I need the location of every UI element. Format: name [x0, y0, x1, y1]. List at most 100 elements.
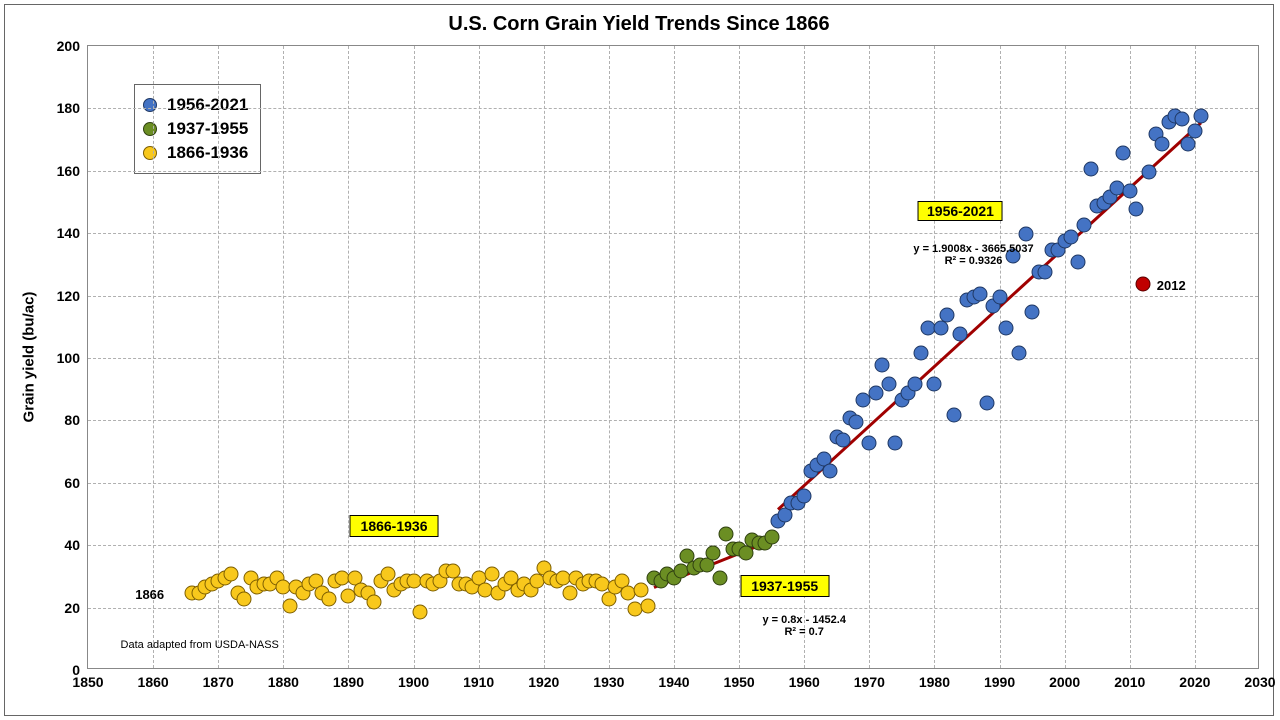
x-tick-label: 1890	[333, 674, 364, 690]
x-tick-label: 2000	[1049, 674, 1080, 690]
source-note: Data adapted from USDA-NASS	[121, 639, 279, 651]
annotation-label: 1866	[135, 587, 164, 602]
gridline-h	[88, 296, 1258, 297]
gridline-v	[1195, 46, 1196, 668]
callout-box: 1866-1936	[350, 515, 439, 537]
data-point	[979, 395, 994, 410]
chart-frame: U.S. Corn Grain Yield Trends Since 1866 …	[4, 4, 1274, 716]
legend-item: 1866-1936	[143, 143, 248, 163]
data-point	[237, 592, 252, 607]
data-point	[1194, 108, 1209, 123]
data-point	[953, 327, 968, 342]
data-point	[823, 464, 838, 479]
x-tick-label: 1910	[463, 674, 494, 690]
legend-label: 1956-2021	[167, 95, 248, 115]
x-tick-label: 1970	[854, 674, 885, 690]
x-tick-label: 1860	[138, 674, 169, 690]
data-point	[1187, 124, 1202, 139]
gridline-h	[88, 171, 1258, 172]
data-point	[282, 598, 297, 613]
legend-marker-icon	[143, 146, 157, 160]
data-point	[973, 286, 988, 301]
data-point	[881, 377, 896, 392]
data-point	[836, 433, 851, 448]
data-point	[999, 320, 1014, 335]
y-tick-label: 60	[64, 475, 80, 491]
y-tick-label: 200	[57, 38, 80, 54]
y-axis-label: Grain yield (bu/ac)	[21, 292, 38, 423]
data-point	[413, 604, 428, 619]
outlier-label: 2012	[1157, 278, 1186, 293]
x-tick-label: 2020	[1179, 674, 1210, 690]
callout-box: 1956-2021	[918, 201, 1003, 221]
data-point	[940, 308, 955, 323]
x-tick-label: 1990	[984, 674, 1015, 690]
regression-equation: y = 1.9008x - 3665.5037R² = 0.9326	[913, 243, 1033, 267]
data-point	[640, 598, 655, 613]
data-point	[914, 345, 929, 360]
gridline-v	[609, 46, 610, 668]
y-tick-label: 180	[57, 100, 80, 116]
legend-label: 1866-1936	[167, 143, 248, 163]
data-point	[562, 586, 577, 601]
x-tick-label: 1920	[528, 674, 559, 690]
data-point	[1174, 111, 1189, 126]
data-point	[992, 289, 1007, 304]
gridline-h	[88, 233, 1258, 234]
x-tick-label: 1940	[658, 674, 689, 690]
gridline-h	[88, 545, 1258, 546]
gridline-h	[88, 108, 1258, 109]
legend-marker-icon	[143, 122, 157, 136]
data-point	[1012, 345, 1027, 360]
data-point	[875, 358, 890, 373]
data-point	[321, 592, 336, 607]
regression-equation: y = 0.8x - 1452.4R² = 0.7	[762, 614, 845, 638]
data-point	[849, 414, 864, 429]
gridline-v	[1065, 46, 1066, 668]
x-tick-label: 1930	[593, 674, 624, 690]
gridline-v	[934, 46, 935, 668]
legend-marker-icon	[143, 98, 157, 112]
x-tick-label: 1950	[724, 674, 755, 690]
x-tick-label: 1960	[789, 674, 820, 690]
data-point	[1070, 255, 1085, 270]
data-point	[862, 436, 877, 451]
data-point	[1122, 183, 1137, 198]
data-point	[1025, 305, 1040, 320]
gridline-h	[88, 608, 1258, 609]
legend-item: 1956-2021	[143, 95, 248, 115]
gridline-v	[153, 46, 154, 668]
data-point	[888, 436, 903, 451]
y-tick-label: 40	[64, 537, 80, 553]
data-point	[764, 529, 779, 544]
data-point	[224, 567, 239, 582]
data-point	[1116, 146, 1131, 161]
data-point	[797, 489, 812, 504]
y-tick-label: 80	[64, 412, 80, 428]
plot-area: 1956-20211937-19551866-1936 020406080100…	[87, 45, 1259, 669]
data-point	[907, 377, 922, 392]
x-tick-label: 1900	[398, 674, 429, 690]
data-point	[1155, 136, 1170, 151]
x-tick-label: 1850	[72, 674, 103, 690]
data-point	[634, 583, 649, 598]
data-point	[927, 377, 942, 392]
x-tick-label: 1880	[268, 674, 299, 690]
data-point	[1018, 227, 1033, 242]
data-point	[1083, 161, 1098, 176]
data-point	[868, 386, 883, 401]
gridline-v	[869, 46, 870, 668]
x-tick-label: 1870	[203, 674, 234, 690]
gridline-v	[1000, 46, 1001, 668]
data-point	[367, 595, 382, 610]
data-point	[712, 570, 727, 585]
chart-title: U.S. Corn Grain Yield Trends Since 1866	[5, 13, 1273, 36]
gridline-v	[1130, 46, 1131, 668]
data-point	[1129, 202, 1144, 217]
trend-line	[777, 121, 1202, 510]
callout-box: 1937-1955	[740, 575, 829, 597]
legend-item: 1937-1955	[143, 119, 248, 139]
legend-label: 1937-1955	[167, 119, 248, 139]
outlier-point	[1135, 277, 1150, 292]
x-tick-label: 2030	[1244, 674, 1275, 690]
